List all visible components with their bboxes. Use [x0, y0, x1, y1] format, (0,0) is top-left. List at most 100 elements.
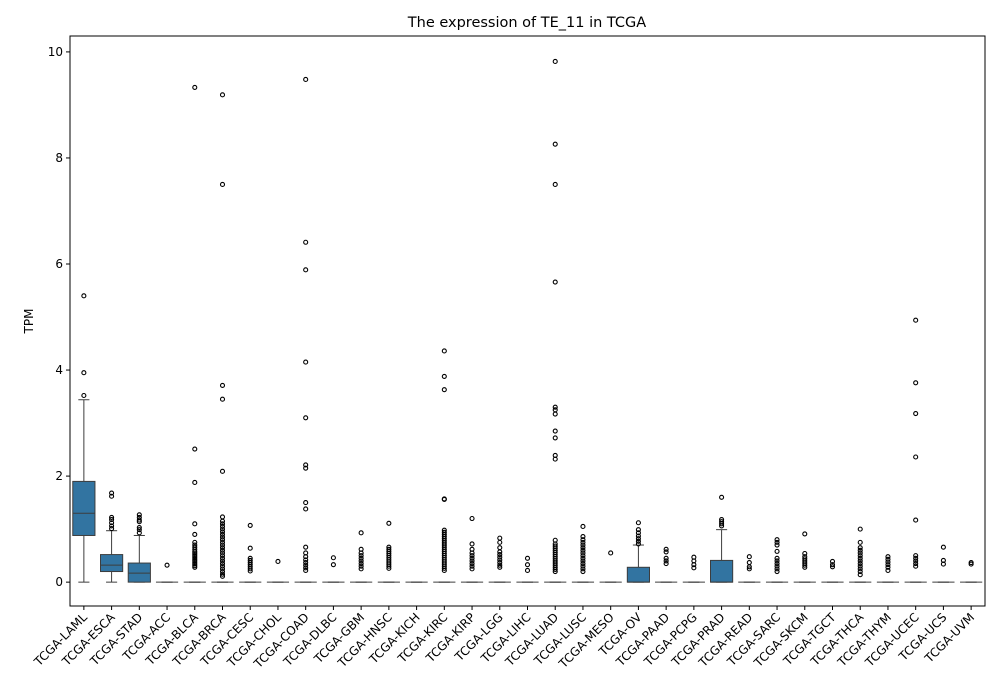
outlier-point	[219, 573, 226, 579]
outlier-point	[219, 396, 226, 402]
outlier-point	[497, 559, 503, 566]
outlier-point	[802, 531, 808, 537]
outlier-point	[829, 564, 836, 570]
outlier-point	[524, 567, 531, 574]
outlier-point	[635, 533, 641, 539]
box-group	[127, 534, 151, 583]
outlier-point	[857, 539, 863, 545]
outlier-point	[358, 553, 364, 559]
outlier-point	[580, 566, 586, 572]
outlier-point	[691, 565, 697, 571]
outlier-point	[164, 562, 170, 568]
outlier-point	[857, 566, 863, 572]
outlier-point	[913, 454, 919, 460]
outlier-point	[219, 561, 226, 567]
outlier-point	[275, 558, 281, 565]
outlier-point	[552, 181, 558, 188]
outlier-point	[608, 550, 614, 556]
outlier-point	[441, 387, 447, 393]
y-axis: 0 2 4 6 8 10	[48, 45, 70, 589]
outlier-point	[247, 568, 253, 574]
outlier-point	[580, 568, 586, 575]
outlier-point	[219, 531, 226, 537]
outlier-point	[913, 317, 919, 323]
outlier-point	[940, 544, 946, 550]
outlier-point	[219, 92, 226, 98]
outlier-point	[719, 521, 725, 527]
outlier-point	[303, 415, 309, 421]
outlier-point	[219, 537, 226, 543]
outlier-point	[968, 561, 974, 567]
outlier-point	[774, 563, 780, 569]
outlier-point	[580, 523, 586, 530]
outlier-point	[913, 553, 919, 559]
outlier-point	[219, 181, 226, 188]
outlier-point	[580, 547, 586, 553]
outlier-point	[857, 550, 863, 556]
y-tick-label: 10	[48, 45, 63, 59]
outlier-point	[219, 542, 226, 548]
chart-title: The expression of TE_11 in TCGA	[407, 15, 647, 31]
outlier-point	[746, 564, 752, 570]
y-tick-label: 6	[55, 257, 63, 271]
outlier-point	[192, 84, 198, 90]
outlier-point	[303, 567, 309, 574]
outlier-point	[497, 549, 503, 555]
outlier-point	[469, 541, 475, 547]
outlier-point	[774, 558, 780, 564]
outlier-point	[774, 566, 780, 572]
outlier-point	[303, 557, 309, 563]
outlier-point	[774, 542, 780, 548]
outlier-point	[635, 520, 641, 526]
outlier-point	[580, 537, 586, 543]
outlier-point	[441, 565, 447, 571]
outlier-point	[303, 462, 309, 468]
outlier-point	[857, 568, 863, 575]
outlier-point	[219, 526, 226, 532]
outlier-point	[552, 566, 558, 572]
outlier-point	[469, 515, 475, 522]
outlier-point	[81, 293, 87, 299]
outlier-point	[330, 562, 336, 568]
outlier-point	[802, 564, 808, 570]
outlier-point	[497, 545, 503, 551]
outlier-point	[497, 564, 503, 570]
outlier-point	[635, 536, 641, 542]
outlier-point	[552, 279, 558, 285]
outlier-point	[303, 544, 309, 550]
outlier-point	[109, 514, 115, 521]
outlier-point	[219, 568, 226, 575]
outlier-point	[885, 567, 891, 574]
outlier-point	[247, 545, 253, 551]
outlier-point	[81, 370, 87, 376]
outlier-point	[219, 539, 226, 545]
outlier-point	[552, 568, 558, 575]
outlier-point	[913, 517, 919, 523]
outlier-point	[192, 564, 198, 570]
outlier-point	[136, 519, 142, 525]
box-group	[72, 399, 96, 583]
outlier-point	[857, 558, 863, 564]
outlier-point	[192, 555, 198, 561]
outlier-point	[857, 572, 863, 578]
outlier-point	[109, 517, 115, 523]
outlier-point	[219, 534, 226, 540]
outlier-point	[552, 428, 558, 434]
y-axis-label: TPM	[22, 309, 36, 335]
outlier-point	[746, 559, 752, 566]
outlier-point	[552, 58, 558, 65]
outlier-point	[497, 562, 503, 568]
y-tick-label: 4	[55, 363, 63, 377]
outlier-point	[580, 561, 586, 567]
outlier-point	[441, 496, 447, 502]
outlier-point	[774, 537, 780, 543]
outlier-point	[358, 566, 364, 572]
outlier-point	[192, 556, 198, 562]
boxes-layer	[72, 399, 983, 583]
outlier-point	[885, 554, 891, 560]
outlier-point	[192, 558, 198, 564]
outlier-point	[635, 541, 641, 547]
outlier-point	[303, 565, 309, 571]
outlier-point	[719, 494, 725, 500]
